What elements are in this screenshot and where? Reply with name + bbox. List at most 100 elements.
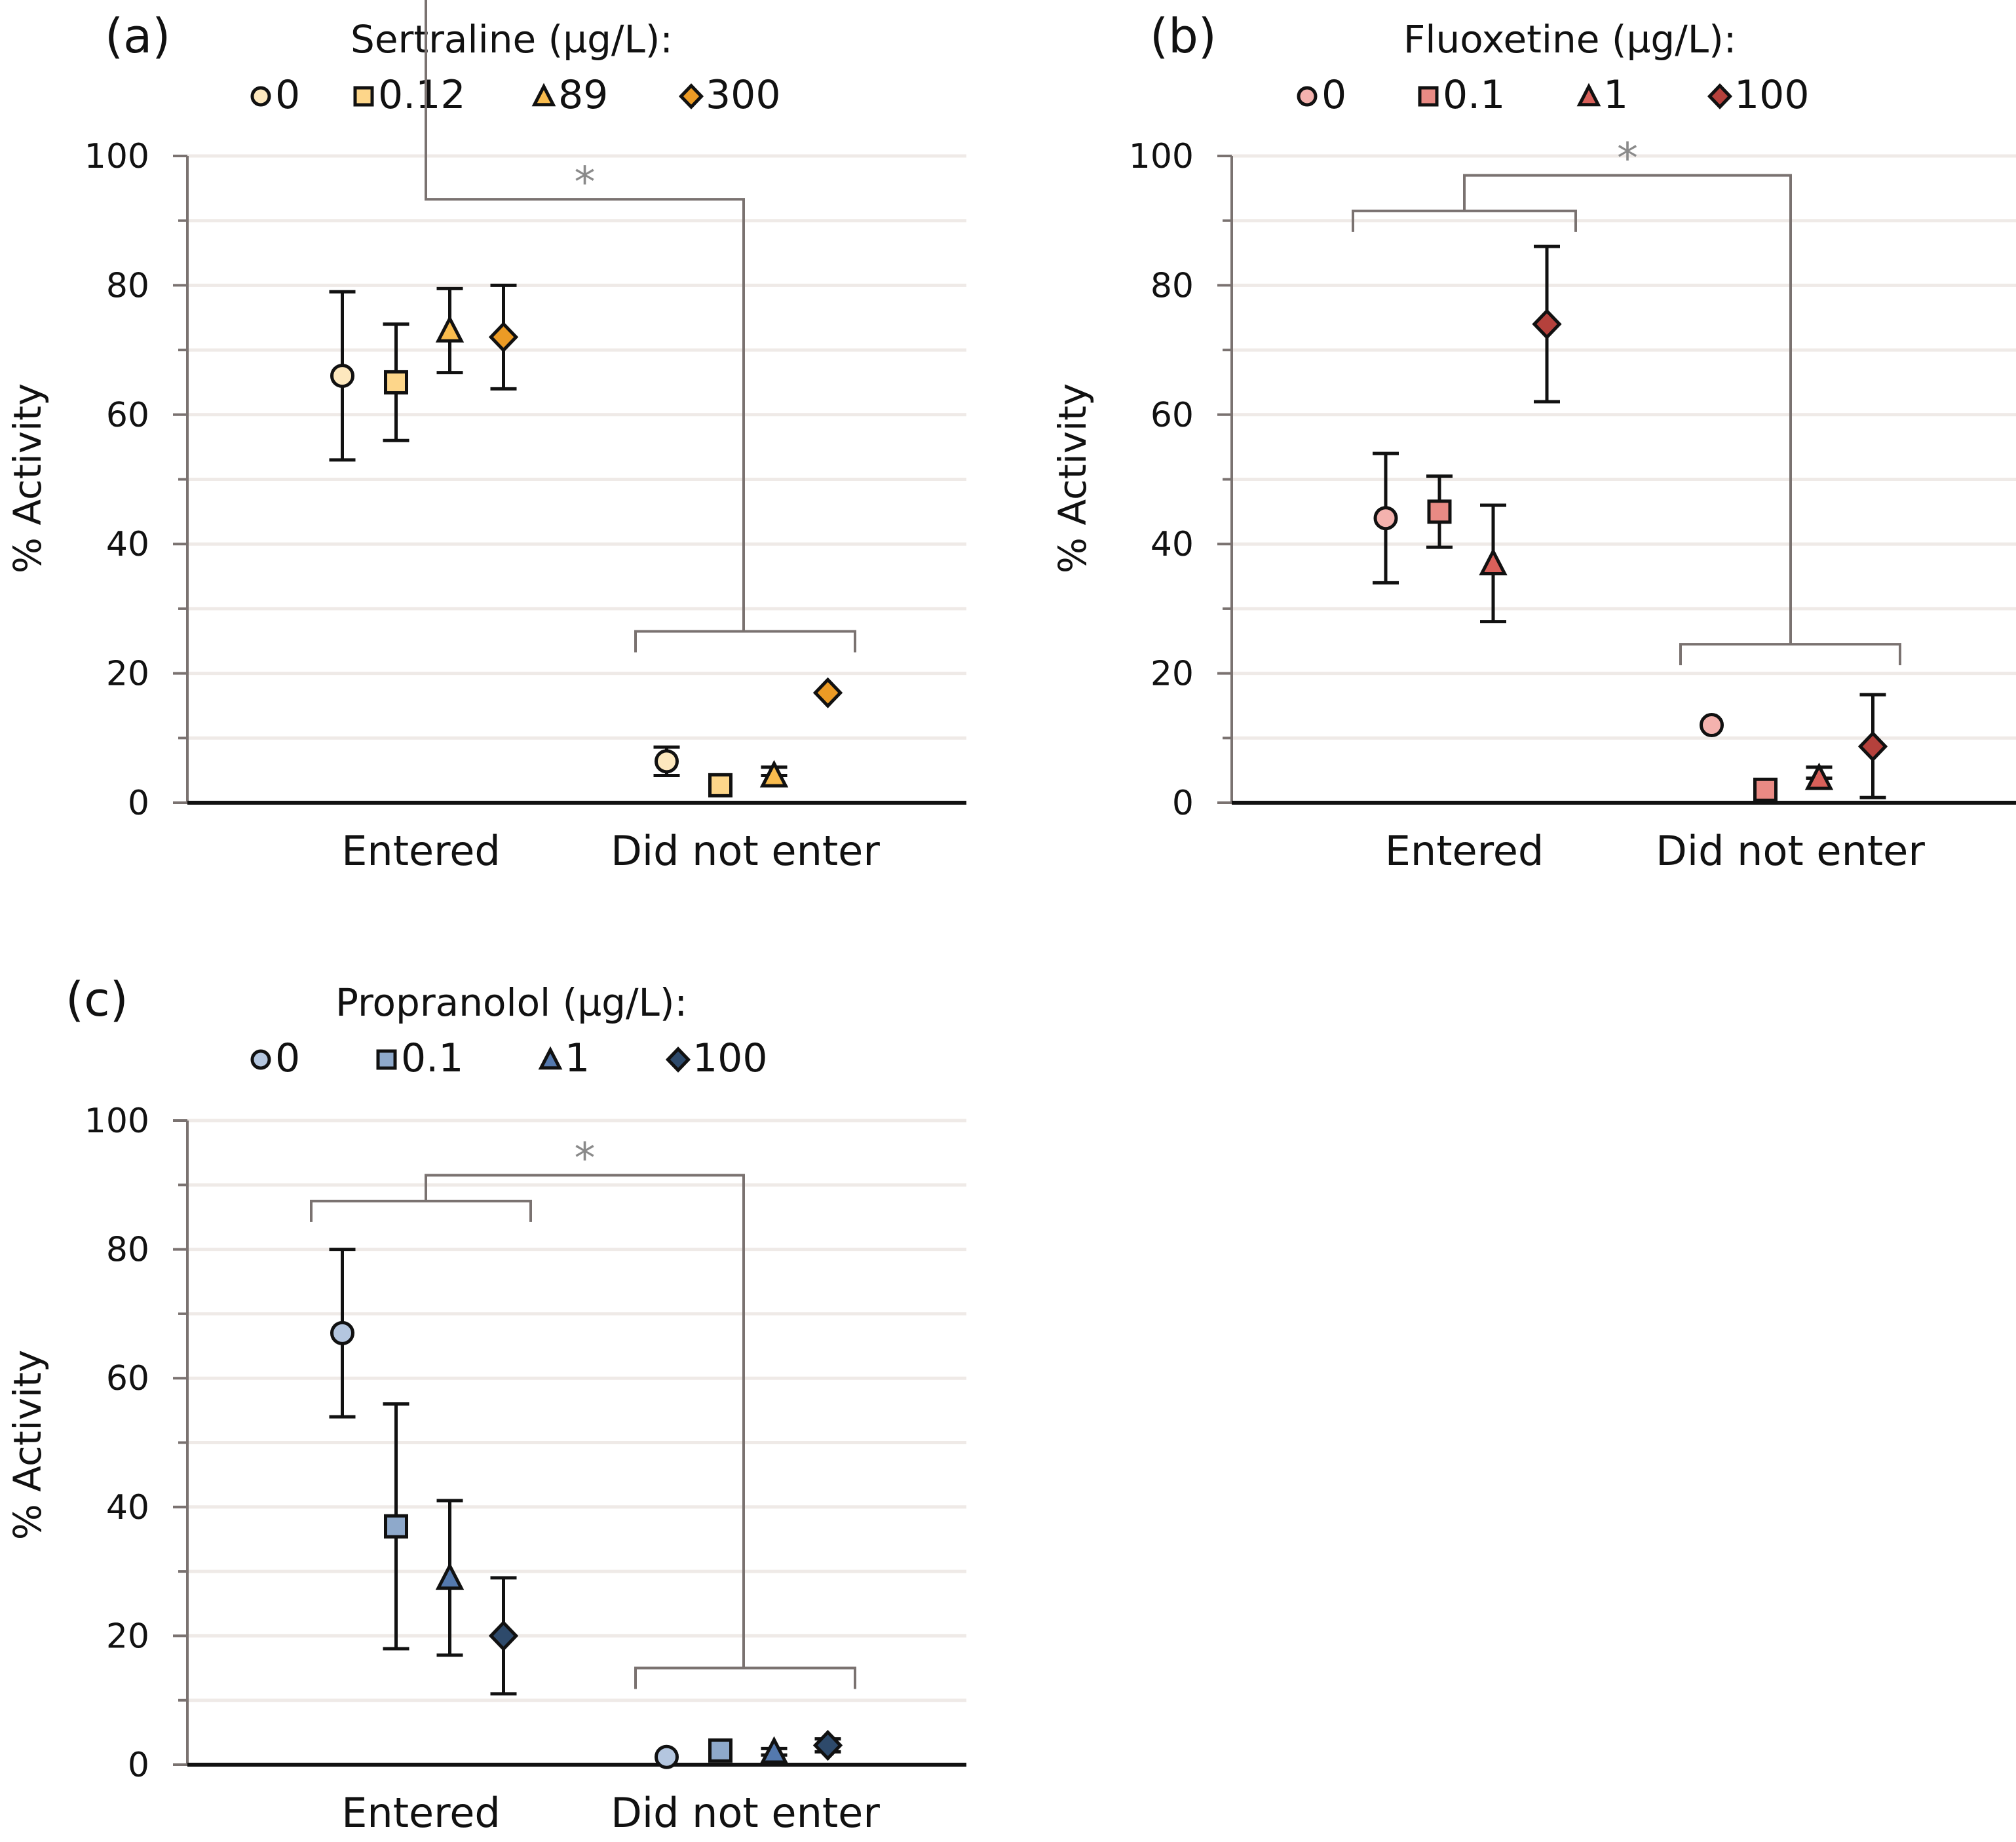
x-category-label: Entered [341,827,501,875]
legend-circle-icon [250,86,271,107]
legend-item: 0 [250,72,300,118]
x-category-label: Entered [1385,827,1544,875]
diamond-marker [488,1620,519,1652]
circle-marker [655,749,679,774]
y-axis-label: % Activity [5,383,50,573]
data-point [708,773,732,797]
data-point [759,1736,789,1764]
y-tick-label: 40 [1151,525,1194,564]
y-tick-label: 80 [106,1231,149,1270]
diamond-marker [1857,731,1888,762]
chart-a: (a) Sertraline (µg/L): 0 0.12 89 300 0 20 40 60 80… [5,0,966,875]
bracket-comparison [425,0,745,632]
square-marker [1753,777,1778,802]
legend-label: 300 [706,72,781,118]
legend-label: 1 [1603,72,1628,118]
legend-item: 0.1 [1418,72,1505,118]
panel-label: (c) [66,972,128,1027]
bracket-did-not-enter [634,630,856,653]
y-tick-label: 20 [1151,655,1194,694]
circle-marker [330,364,354,389]
data-point [329,290,356,462]
data-point [383,1402,409,1651]
legend-label: 0 [275,72,300,118]
y-tick-label: 60 [1151,396,1194,435]
y-tick-label: 20 [106,1617,149,1656]
legend-item: 89 [531,72,608,118]
bracket-line [310,1199,532,1222]
legend-item: 0.12 [353,72,466,118]
y-tick-label: 100 [85,1102,149,1141]
legend-label: 100 [693,1035,768,1081]
data-point [488,1576,519,1696]
legend-label: 0.1 [1443,72,1505,118]
diamond-marker [812,1729,843,1761]
bracket-line [634,630,856,653]
triangle-marker [759,1736,789,1764]
legend-label: 0.1 [401,1035,463,1081]
data-point [1857,693,1888,799]
bracket-comparison [425,1174,745,1668]
y-tick-label: 20 [106,655,149,694]
bracket-did-not-enter [1679,643,1901,666]
square-marker [1427,499,1452,524]
bracket-entered [310,1199,532,1222]
y-tick-label: 40 [106,525,149,564]
legend-title: Sertraline (µg/L): [351,17,673,62]
legend-item: 0.1 [376,1035,463,1081]
data-point [812,677,843,708]
triangle-marker [1804,762,1834,790]
y-tick-label: 100 [1129,137,1194,176]
x-category-label: Did not enter [611,827,880,875]
significance-star: * [575,159,596,207]
data-point [329,1248,356,1419]
y-tick-label: 0 [128,784,149,823]
panel-label: (b) [1150,9,1217,64]
legend-label: 100 [1734,72,1810,118]
legend-label: 0 [275,1035,300,1081]
circle-marker [330,1320,354,1345]
triangle-marker [435,1562,465,1590]
data-point [435,286,465,375]
y-axis-label: % Activity [1050,383,1095,573]
data-point [383,322,409,442]
legend-square-icon [376,1049,397,1070]
square-marker [708,773,732,797]
triangle-marker [759,759,789,788]
data-point [1700,713,1724,738]
legend-item: 100 [665,1035,768,1081]
y-tick-label: 100 [85,137,149,176]
data-point [655,1744,679,1769]
legend-triangle-icon [538,1046,563,1070]
legend-label: 89 [558,72,608,118]
diamond-marker [812,677,843,708]
y-tick-label: 60 [106,396,149,435]
data-point [1479,503,1508,624]
chart-c: (c) Propranolol (µg/L): 0 0.1 1 100 0 20 40 60 80 1… [5,972,966,1837]
data-point [708,1738,732,1763]
significance-star: * [575,1135,596,1183]
legend-triangle-icon [1576,83,1601,107]
y-tick-label: 40 [106,1488,149,1527]
panel-b: (b) Fluoxetine (µg/L): 0 0.1 1 100 0 20 40 60 80 10… [1009,0,2016,944]
legend-item: 0 [1297,72,1346,118]
legend-diamond-icon [1707,83,1733,109]
legend-diamond-icon [678,83,704,109]
x-category-label: Did not enter [611,1789,880,1837]
data-point [435,1499,465,1657]
circle-marker [655,1744,679,1769]
legend-circle-icon [250,1049,271,1070]
data-point [1753,777,1778,802]
legend-diamond-icon [665,1046,691,1073]
y-tick-label: 60 [106,1359,149,1398]
legend-title: Fluoxetine (µg/L): [1403,17,1736,62]
diamond-marker [488,321,519,353]
x-category-label: Entered [341,1789,501,1837]
y-tick-label: 80 [1151,266,1194,305]
triangle-marker [435,315,465,343]
bracket-did-not-enter [634,1666,856,1689]
bracket-line [634,1666,856,1689]
x-category-label: Did not enter [1656,827,1925,875]
circle-marker [1373,506,1398,531]
diamond-marker [1532,309,1562,340]
